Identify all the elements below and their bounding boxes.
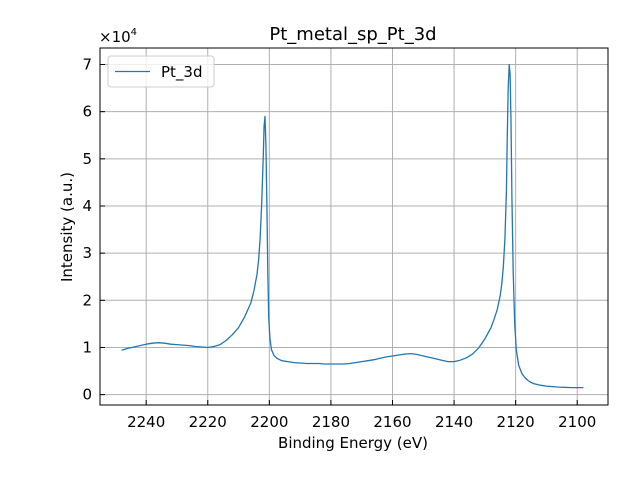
y-tick-label: 2 — [82, 291, 92, 309]
legend-label: Pt_3d — [161, 63, 203, 82]
x-tick-label: 2200 — [250, 413, 288, 431]
plot-frame — [99, 47, 609, 406]
y-tick-label: 3 — [82, 244, 92, 262]
y-tick-label: 7 — [82, 56, 92, 74]
y-tick-label: 1 — [82, 338, 92, 356]
legend-box — [107, 55, 215, 88]
grid-lines — [100, 48, 608, 405]
x-tick-label: 2160 — [373, 413, 411, 431]
y-tick-label: 0 — [82, 386, 92, 404]
x-tick-label: 2180 — [312, 413, 350, 431]
y-tick-label: 5 — [82, 150, 92, 168]
legend: Pt_3d — [107, 55, 215, 88]
x-tick-label: 2120 — [497, 413, 535, 431]
chart-title: Pt_metal_sp_Pt_3d — [269, 24, 436, 45]
tick-marks — [100, 64, 578, 405]
x-axis-label: Binding Energy (eV) — [278, 434, 428, 452]
x-tick-label: 2100 — [558, 413, 596, 431]
y-tick-label: 6 — [82, 103, 92, 121]
y-multiplier: ×104 — [99, 27, 137, 46]
x-tick-label: 2240 — [127, 413, 165, 431]
x-tick-label: 2220 — [189, 413, 227, 431]
x-tick-label: 2140 — [435, 413, 473, 431]
series-line-pt-3d — [121, 63, 584, 389]
y-axis-label: Intensity (a.u.) — [58, 172, 76, 282]
series-layer — [121, 63, 584, 389]
y-tick-label: 4 — [82, 197, 92, 215]
